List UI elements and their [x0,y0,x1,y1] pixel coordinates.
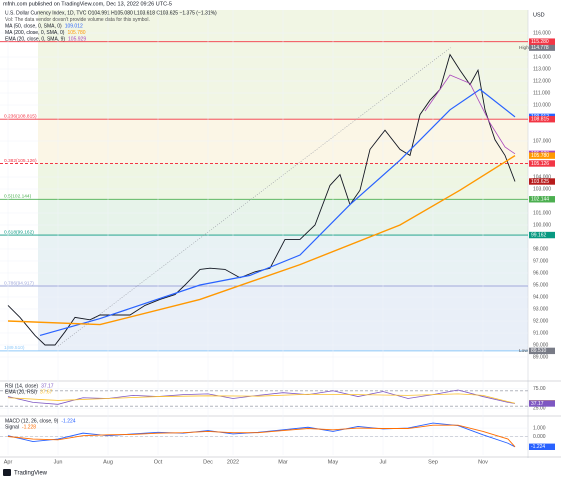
y-tick-label: 98.000 [533,246,549,252]
y-tick-label: 111.000 [533,90,551,96]
price-tag [529,400,555,407]
legend-value: 105.929 [68,36,86,42]
y-tick-label: 90.000 [533,342,549,348]
y-tick-label: 25.00 [533,406,546,412]
price-tag [529,443,555,450]
legend-value: -1.228 [22,424,36,430]
price-tag [529,160,555,167]
price-tag-label: 99.162 [531,232,547,238]
y-tick-label: 91.000 [533,330,549,336]
extreme-label: Low [519,348,528,354]
x-tick-label: 2022 [227,459,239,465]
price-tag [529,116,555,123]
level-label: 0.236(108.815) [4,113,37,119]
x-tick-label: Apr [4,459,13,465]
price-tag-label: 114.778 [531,45,549,51]
x-tick-label: Oct [154,459,163,465]
price-tag-label: 108.815 [531,117,549,123]
price-tag-label: 105.780 [531,153,549,159]
y-tick-label: 93.000 [533,306,549,312]
level-label: 0.5(102.144) [4,194,32,200]
x-tick-label: Jun [54,459,63,465]
y-tick-label: 95.000 [533,282,549,288]
y-tick-label: 89.000 [533,354,549,360]
y-tick-label: 101.000 [533,210,551,216]
legend-name: MACD (12, 26, close, 9) [5,418,59,424]
legend-name: MA (50, close, 0, SMA, 0) [5,23,62,29]
chart-title: U.S. Dollar Currency Index, 1D, TVC O104… [5,10,217,16]
y-tick-label: 107.000 [533,138,551,144]
price-tag-label: -1.224 [531,444,545,450]
price-tag-label: 89.510 [531,348,547,354]
x-tick-label: Nov [478,459,488,465]
volume-note: Vol: The data vendor doesn't provide vol… [5,17,150,23]
legend-value: 105.780 [67,30,85,36]
price-tag-label: 105.126 [531,161,549,167]
series-line [7,389,516,405]
y-tick-label: 112.000 [533,78,551,84]
price-tag-label: 37.17 [531,401,544,407]
price-tag [529,231,555,239]
legend-value: 37.67 [40,389,53,395]
level-label: 1(89.510) [4,345,25,351]
x-tick-label: Mar [278,459,288,465]
y-tick-label: 116.000 [533,30,551,36]
series-line [7,424,516,448]
level-label: 0.618(99.162) [4,229,34,235]
series-line [7,422,516,448]
price-tag [529,38,555,45]
y-tick-label: 97.000 [533,258,549,264]
price-tag-label: 103.625 [531,179,549,185]
y-tick-label: 94.000 [533,294,549,300]
price-tag [529,44,555,51]
y-tick-label: 104.000 [533,174,551,180]
legend-value: 109.012 [65,23,83,29]
published-note: mfnh.com published on TradingView.com, D… [3,1,172,7]
legend-name: Signal [5,424,19,430]
brand: TradingView [14,471,48,477]
x-tick-label: May [328,459,339,465]
x-tick-label: Sep [428,459,438,465]
price-tag-label: 115.280 [531,39,549,45]
extreme-label: High [519,45,529,51]
series-line [424,74,516,155]
series-line [39,88,516,336]
series-line [7,53,516,346]
currency: USD [533,12,545,18]
y-tick-label: 1.000 [533,425,546,431]
x-tick-label: Aug [103,459,113,465]
y-tick-label: 92.000 [533,318,549,324]
price-tag [529,347,555,355]
y-tick-label: 103.000 [533,186,551,192]
legend-name: EMA (20, close, 0, SMA, 9) [5,36,65,42]
level-label: 0.786(94.917) [4,280,34,286]
legend-value: -1.224 [61,418,75,424]
y-tick-label: 114.000 [533,54,551,60]
legend-name: EMA (20, RSI) [5,389,37,395]
legend-value: 37.17 [41,383,54,389]
legend-name: RSI (14, close) [5,383,38,389]
legend-name: MA (200, close, 0, SMA, 0) [5,30,65,36]
y-tick-label: 113.000 [533,66,551,72]
series-line [7,393,516,404]
level-label: 0.382(105.126) [4,158,37,164]
series-line [7,155,516,326]
y-tick-label: 100.000 [533,222,551,228]
y-tick-label: 110.000 [533,102,551,108]
brand-logo [3,469,11,476]
x-tick-label: Jul [379,459,386,465]
price-tag-label: 102.144 [531,197,549,203]
x-tick-label: Dec [203,459,213,465]
price-tag [529,152,555,159]
price-tag [529,196,555,203]
trend-line [57,47,451,347]
y-tick-label: 75.00 [533,386,546,392]
price-tag [529,178,555,185]
y-tick-label: 0.000 [533,434,546,440]
y-tick-label: 96.000 [533,270,549,276]
